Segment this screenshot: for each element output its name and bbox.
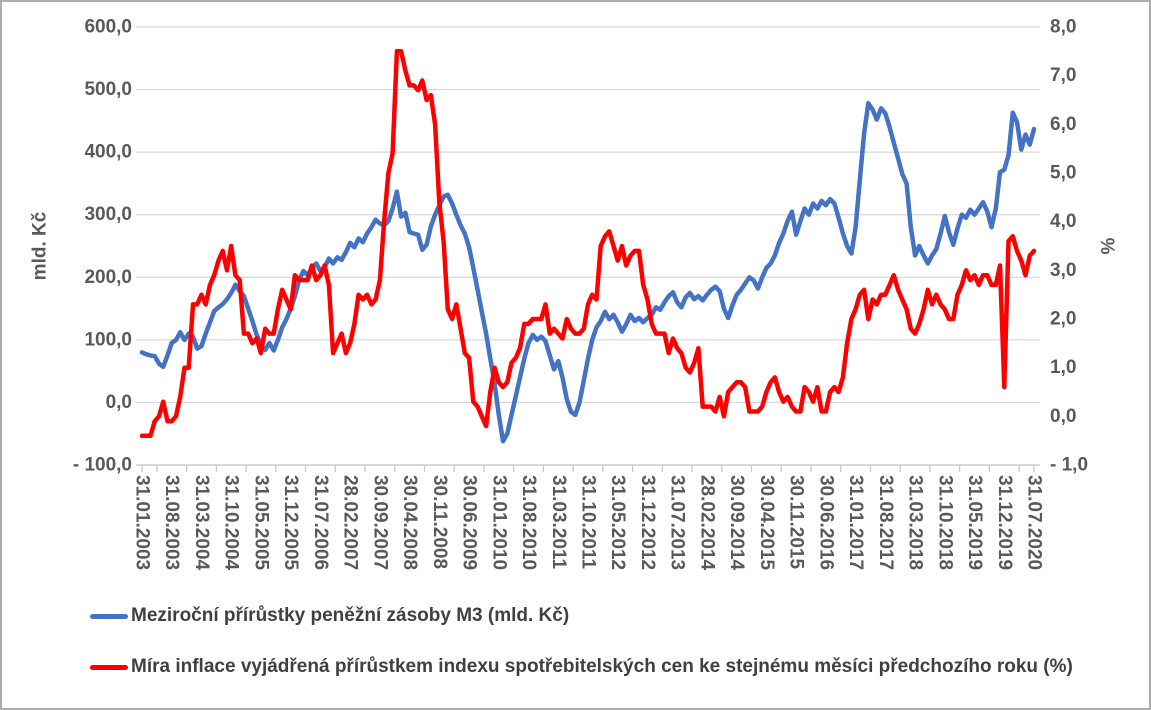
x-axis-tick-label: 31.03.2004: [191, 475, 212, 571]
x-axis-tick-label: 31.10.2004: [221, 475, 242, 571]
x-axis-tick-label: 31.05.2005: [250, 475, 271, 571]
m3-series-line[interactable]: [139, 101, 1037, 444]
x-axis-tick-label: 28.02.2007: [340, 475, 361, 570]
x-axis-tick-label: 30.11.2008: [429, 475, 450, 569]
inflation-series-line[interactable]: [139, 49, 1037, 439]
x-axis-tick-label: 31.05.2019: [964, 475, 985, 570]
x-axis-tick-label: 31.08.2010: [518, 475, 539, 570]
legend-label-inflation: Míra inflace vyjádřená přírůstkem indexu…: [131, 656, 1073, 677]
left-axis-tick-label: 0,0: [106, 392, 132, 413]
x-axis-tick-label: 31.03.2018: [905, 475, 926, 570]
x-axis-tick-label: 31.07.2006: [310, 475, 331, 570]
right-axis-tick-label: 4,0: [1050, 211, 1076, 232]
x-axis-tick-label: 30.06.2009: [459, 475, 480, 570]
x-axis-tick-label: 30.11.2015: [786, 475, 807, 569]
x-axis-tick-label: 28.02.2014: [696, 475, 717, 571]
right-axis-tick-label: 2,0: [1050, 309, 1076, 330]
x-axis-tick-label: 30.06.2016: [815, 475, 836, 570]
x-axis-tick-label: 31.12.2012: [637, 475, 658, 570]
x-axis-tick-label: 31.12.2005: [280, 475, 301, 571]
left-axis-tick-label: 600,0: [84, 17, 132, 38]
right-axis-tick-label: - 1,0: [1050, 455, 1088, 476]
right-axis-tick-label: 5,0: [1050, 163, 1076, 184]
x-axis-tick-label: 31.07.2013: [667, 475, 688, 570]
x-axis-tick-label: 30.04.2015: [756, 475, 777, 571]
x-axis-tick-label: 31.01.2017: [845, 475, 866, 570]
x-axis-tick-label: 31.10.2011: [578, 475, 599, 569]
right-axis-title: %: [1099, 237, 1120, 254]
inflation-line-marker: [90, 664, 128, 670]
x-axis-tick-label: 31.03.2011: [548, 475, 569, 569]
right-axis-tick-label: 0,0: [1050, 406, 1076, 427]
legend-item-inflation[interactable]: Míra inflace vyjádřená přírůstkem indexu…: [90, 656, 1073, 678]
x-axis-tick-label: 31.10.2018: [934, 475, 955, 570]
right-axis-tick-label: 8,0: [1050, 17, 1076, 38]
left-axis-tick-label: 500,0: [84, 79, 132, 100]
right-axis-tick-label: 3,0: [1050, 260, 1076, 281]
x-axis-tick-label: 31.01.2003: [132, 475, 153, 570]
legend-item-m3[interactable]: Meziroční přírůstky peněžní zásoby M3 (m…: [90, 605, 570, 627]
right-axis-tick-label: 1,0: [1050, 357, 1076, 378]
left-axis-tick-label: 200,0: [84, 267, 132, 288]
left-axis-tick-label: 300,0: [84, 204, 132, 225]
x-axis-tick-label: 31.07.2020: [1024, 475, 1045, 570]
x-axis-tick-label: 30.09.2014: [726, 475, 747, 571]
x-axis-tick-label: 31.12.2019: [994, 475, 1015, 570]
chart-canvas: 600,0 500,0 400,0 300,0 200,0 100,0 0,0 - 100,0…: [30, 17, 1120, 571]
left-axis-tick-label: - 100,0: [73, 455, 132, 476]
x-axis-tick-label: 30.04.2008: [399, 475, 420, 570]
x-axis-tick-label: 30.09.2007: [369, 475, 390, 570]
left-axis-tick-label: 100,0: [84, 329, 132, 350]
x-axis-tick-label: 31.05.2012: [607, 475, 628, 570]
right-axis-tick-label: 6,0: [1050, 114, 1076, 135]
x-axis-tick-label: 31.08.2017: [875, 475, 896, 570]
x-axis-tick-label: 31.08.2003: [161, 475, 182, 570]
left-axis-tick-label: 400,0: [84, 142, 132, 163]
left-axis-title: mld. Kč: [30, 211, 51, 280]
x-axis-tick-label: 31.01.2010: [488, 475, 509, 570]
right-axis-tick-label: 7,0: [1050, 65, 1076, 86]
legend-label-m3: Meziroční přírůstky peněžní zásoby M3 (m…: [131, 605, 570, 626]
m3-line-marker: [90, 613, 128, 619]
